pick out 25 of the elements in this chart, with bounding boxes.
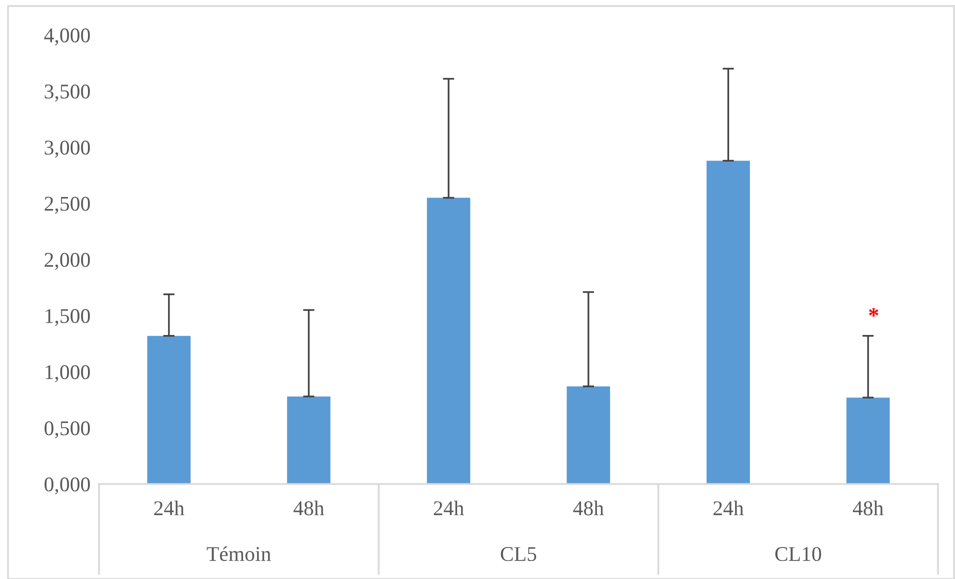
y-tick-label: 4,000 (44, 28, 90, 46)
y-tick-label: 0,000 (44, 477, 90, 494)
x-tick-label: 24h (154, 500, 184, 516)
x-tick-label: 24h (714, 500, 744, 516)
bar (706, 160, 750, 484)
bar (566, 386, 610, 484)
text: Témoin (206, 546, 271, 562)
bar (846, 398, 890, 484)
bar (426, 198, 470, 484)
y-tick-label: 2,000 (44, 252, 90, 270)
bar (287, 396, 330, 484)
y-tick-label: 2,500 (44, 196, 90, 214)
y-tick-label: 3,000 (44, 140, 90, 158)
annotation: * (869, 308, 878, 316)
x-tick-label: 48h (852, 500, 884, 516)
x-tick-label: 48h (573, 500, 604, 516)
x-tick-label: 48h (294, 500, 324, 516)
y-tick-label: 1,000 (46, 365, 90, 382)
y-tick-label: 3,500 (44, 84, 90, 102)
text: CL5 (500, 547, 536, 562)
y-tick-label: 0,500 (44, 421, 90, 438)
x-tick-label: 24h (434, 500, 464, 516)
y-tick-label: 1,500 (46, 309, 90, 326)
text: CL10 (775, 546, 822, 562)
bar (147, 336, 191, 484)
